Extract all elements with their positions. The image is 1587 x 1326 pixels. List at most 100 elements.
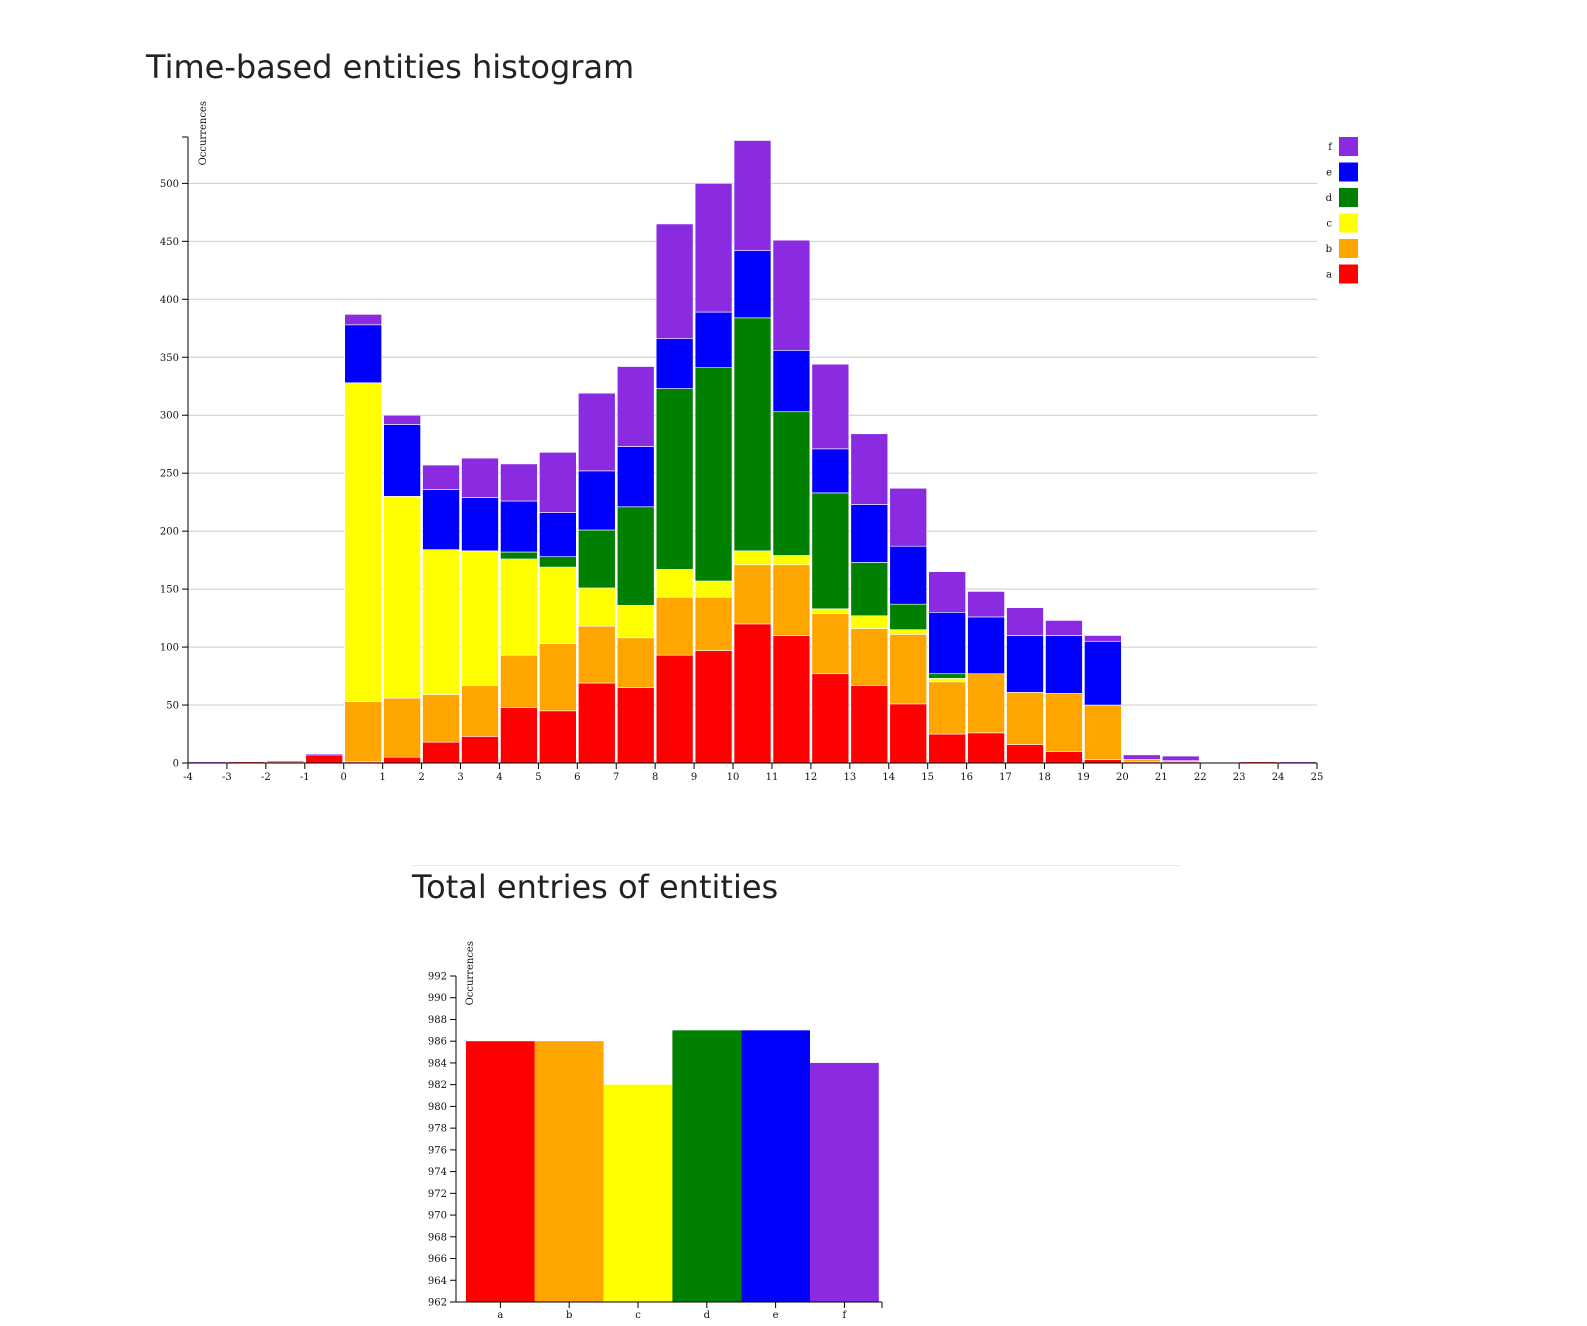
- x-tick-label: 6: [574, 772, 580, 783]
- bar-segment-f: [383, 414, 421, 425]
- bar-segment-d: [850, 562, 889, 617]
- x-tick-label: 7: [613, 772, 619, 783]
- bar-b: [534, 1041, 604, 1302]
- bar-segment-b: [344, 701, 382, 763]
- x-tick-label: e: [773, 1310, 779, 1321]
- bar-segment-c: [461, 550, 499, 686]
- bar-segment-c: [578, 587, 616, 627]
- bar-segment-a: [461, 736, 499, 764]
- y-tick-label: 50: [166, 701, 179, 712]
- x-tick-label: b: [566, 1310, 572, 1321]
- bar-segment-f: [889, 487, 927, 547]
- y-tick-label: 974: [428, 1167, 447, 1178]
- bar-segment-d: [578, 529, 616, 589]
- stacked-histogram-chart: 0 50 100 150 200 250 300 350 400 450 500 -4 -3 -2 -1 0 1…: [160, 101, 1358, 783]
- x-tick-label: 25: [1311, 772, 1324, 783]
- bar-segment-a: [694, 650, 733, 764]
- bar-segment-a: [655, 654, 694, 764]
- y-axis-label: Occurrences: [198, 101, 209, 165]
- bar-segment-f: [578, 392, 616, 472]
- legend-label-b: b: [1326, 244, 1332, 255]
- bar-segment-f: [772, 239, 811, 351]
- bar-segment-f: [344, 314, 382, 326]
- bar-f: [810, 1062, 879, 1302]
- y-tick-label: 972: [428, 1189, 447, 1200]
- x-tick-label: 9: [691, 772, 697, 783]
- bar-segment-f: [500, 463, 538, 502]
- bar-segment-b: [811, 613, 850, 675]
- bar-segment-a: [811, 673, 850, 764]
- x-tick-label: -1: [300, 772, 310, 783]
- legend-swatch-b: [1339, 239, 1358, 258]
- bar-segment-b: [889, 634, 927, 705]
- legend-swatch-f: [1339, 137, 1358, 156]
- legend-swatch-c: [1339, 213, 1358, 233]
- bar-segment-b: [1045, 693, 1083, 752]
- bar-segment-e: [850, 504, 889, 563]
- bar-segment-f: [850, 433, 889, 505]
- bar-segment-f: [539, 452, 577, 513]
- bar-segment-e: [1084, 640, 1122, 706]
- bar-segment-e: [461, 497, 499, 552]
- y-tick-label: 100: [160, 643, 179, 654]
- x-tick-label: 16: [960, 772, 973, 783]
- bar-c: [603, 1084, 673, 1302]
- bar-segment-a: [889, 703, 927, 764]
- legend-swatch-d: [1339, 188, 1358, 207]
- bar-segment-b: [578, 625, 616, 684]
- bar-segment-e: [578, 470, 616, 531]
- histogram-title: Time-based entities histogram: [146, 48, 635, 86]
- bar-segment-f: [1161, 755, 1200, 761]
- bar-segment-f: [1123, 754, 1161, 760]
- bar-segment-b: [500, 654, 538, 708]
- x-tick-label: 10: [727, 772, 740, 783]
- y-tick-label: 976: [428, 1145, 447, 1156]
- bar-segment-c: [616, 605, 655, 639]
- bar-segment-f: [266, 760, 305, 763]
- y-tick-label: 968: [428, 1232, 447, 1243]
- bar-segment-f: [655, 223, 694, 340]
- legend-swatch-a: [1339, 264, 1358, 284]
- y-tick-label: 966: [428, 1254, 447, 1265]
- bar-segment-b: [616, 637, 655, 688]
- bar-segment-d: [889, 603, 927, 630]
- x-tick-label: f: [843, 1310, 848, 1321]
- bar-segment-d: [811, 492, 850, 610]
- x-tick-label: c: [635, 1310, 641, 1321]
- bar-segment-e: [811, 448, 850, 494]
- x-tick-label: 5: [535, 772, 541, 783]
- bar-segment-f: [461, 457, 499, 498]
- bar-segment-a: [500, 707, 538, 764]
- bar-segment-f: [928, 571, 966, 613]
- bar-segment-f: [811, 363, 850, 450]
- bar-segment-b: [694, 596, 733, 651]
- y-tick-label: 200: [160, 527, 179, 538]
- y-tick-label: 990: [428, 993, 447, 1004]
- y-tick-label: 982: [428, 1080, 447, 1091]
- y-axis-label: Occurrences: [465, 941, 476, 1005]
- x-tick-label: 11: [766, 772, 779, 783]
- x-tick-label: 17: [999, 772, 1012, 783]
- bar-e: [741, 1030, 810, 1302]
- x-tick-label: 23: [1233, 772, 1246, 783]
- y-tick-label: 970: [428, 1211, 447, 1222]
- bar-segment-e: [967, 616, 1005, 675]
- bar-segment-f: [305, 753, 344, 756]
- x-tick-label: d: [704, 1310, 711, 1321]
- x-tick-label: 0: [341, 772, 347, 783]
- y-tick-label: 400: [160, 295, 179, 306]
- legend-label-f: f: [1328, 142, 1333, 153]
- legend-label-c: c: [1326, 219, 1332, 230]
- x-tick-label: 18: [1038, 772, 1051, 783]
- bar-segment-e: [889, 545, 927, 605]
- total-entries-title: Total entries of entities: [412, 868, 779, 906]
- bar-segment-d: [616, 506, 655, 606]
- bar-segment-f: [733, 140, 772, 251]
- x-tick-label: a: [497, 1310, 503, 1321]
- x-tick-label: -2: [261, 772, 271, 783]
- bar-segment-e: [539, 512, 577, 557]
- y-tick-label: 992: [428, 972, 447, 983]
- legend-swatch-e: [1339, 162, 1358, 182]
- x-tick-label: 14: [882, 772, 895, 783]
